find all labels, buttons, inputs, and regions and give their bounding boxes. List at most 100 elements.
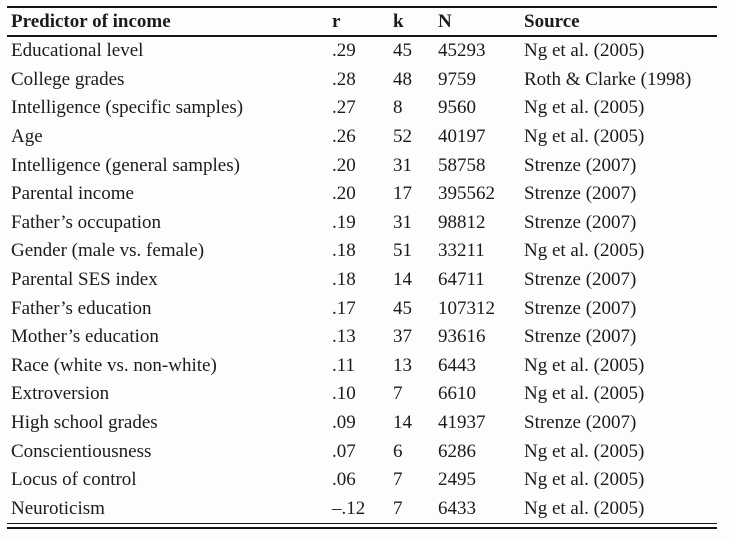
cell-k: 31	[393, 211, 412, 233]
cell-source: Ng et al. (2005)	[524, 383, 645, 405]
cell-k: 45	[393, 297, 412, 319]
table-row: Father’s occupation .19 31 98812 Strenze (20…	[7, 209, 717, 238]
cell-source: Ng et al. (2005)	[524, 440, 645, 462]
cell-source: Ng et al. (2005)	[524, 497, 645, 519]
cell-k: 14	[393, 412, 412, 434]
table-row: Educational level .29 45 45293 Ng et al. (20…	[7, 36, 717, 66]
cell-predictor: Parental SES index	[11, 269, 158, 291]
cell-n: 9560	[438, 97, 476, 119]
cell-predictor: Educational level	[11, 40, 144, 62]
cell-source: Ng et al. (2005)	[524, 40, 645, 62]
cell-r: .26	[332, 126, 356, 148]
cell-source: Strenze (2007)	[524, 297, 637, 319]
cell-source: Ng et al. (2005)	[524, 240, 645, 262]
cell-k: 45	[393, 40, 412, 62]
table-row: College grades .28 48 9759 Roth & Clarke (19…	[7, 66, 717, 95]
table-row: High school grades .09 14 41937 Strenze (200…	[7, 409, 717, 438]
col-header-n: N	[438, 6, 524, 37]
cell-r: .11	[332, 354, 356, 376]
cell-n: 64711	[438, 269, 485, 291]
table-body: Educational level .29 45 45293 Ng et al. (20…	[7, 36, 717, 523]
cell-source: Strenze (2007)	[524, 154, 637, 176]
cell-k: 7	[393, 383, 403, 405]
cell-n: 9759	[438, 68, 476, 90]
cell-source: Ng et al. (2005)	[524, 354, 645, 376]
cell-predictor: Locus of control	[11, 469, 137, 491]
table-row: Parental income .20 17 395562 Strenze (2007)	[7, 180, 717, 209]
cell-source: Ng et al. (2005)	[524, 97, 645, 119]
cell-predictor: Neuroticism	[11, 497, 105, 519]
cell-predictor: Conscientiousness	[11, 440, 152, 462]
cell-k: 48	[393, 68, 412, 90]
cell-n: 41937	[438, 412, 486, 434]
cell-k: 17	[393, 183, 412, 205]
cell-k: 6	[393, 440, 403, 462]
cell-source: Roth & Clarke (1998)	[524, 68, 692, 90]
cell-k: 7	[393, 497, 403, 519]
cell-source: Strenze (2007)	[524, 211, 637, 233]
table-row: Father’s education .17 45 107312 Strenze (20…	[7, 294, 717, 323]
cell-n: 6433	[438, 497, 476, 519]
cell-predictor: College grades	[11, 68, 125, 90]
cell-r: .10	[332, 383, 356, 405]
data-table: Predictor of income r k N Source Educati…	[7, 6, 717, 523]
cell-n: 6286	[438, 440, 476, 462]
cell-r: .13	[332, 326, 356, 348]
cell-n: 40197	[438, 126, 486, 148]
col-header-k: k	[393, 6, 438, 37]
table-row: Neuroticism –.12 7 6433 Ng et al. (2005)	[7, 495, 717, 524]
cell-r: .09	[332, 412, 356, 434]
cell-k: 7	[393, 469, 403, 491]
cell-k: 37	[393, 326, 412, 348]
cell-predictor: Father’s occupation	[11, 211, 162, 233]
cell-n: 6443	[438, 354, 476, 376]
cell-predictor: Father’s education	[11, 297, 152, 319]
cell-r: .18	[332, 269, 356, 291]
cell-predictor: Mother’s education	[11, 326, 159, 348]
cell-n: 33211	[438, 240, 485, 262]
table-row: Race (white vs. non-white) .11 13 6443 Ng et…	[7, 352, 717, 381]
cell-predictor: Age	[11, 126, 43, 148]
table-row: Intelligence (specific samples) .27 8 9560 N…	[7, 94, 717, 123]
col-header-predictor: Predictor of income	[7, 6, 332, 37]
table-row: Age .26 52 40197 Ng et al. (2005)	[7, 123, 717, 152]
cell-k: 51	[393, 240, 412, 262]
cell-r: .29	[332, 40, 356, 62]
cell-n: 395562	[438, 183, 495, 205]
cell-n: 6610	[438, 383, 476, 405]
cell-source: Strenze (2007)	[524, 412, 637, 434]
cell-n: 58758	[438, 154, 486, 176]
cell-predictor: Race (white vs. non-white)	[11, 354, 217, 376]
cell-source: Ng et al. (2005)	[524, 126, 645, 148]
col-header-r: r	[332, 6, 393, 37]
col-header-source: Source	[524, 6, 717, 37]
cell-source: Strenze (2007)	[524, 269, 637, 291]
table-row: Extroversion .10 7 6610 Ng et al. (2005)	[7, 380, 717, 409]
cell-r: .07	[332, 440, 356, 462]
cell-r: .28	[332, 68, 356, 90]
cell-n: 107312	[438, 297, 495, 319]
cell-n: 45293	[438, 40, 486, 62]
cell-r: –.12	[332, 497, 366, 519]
cell-k: 8	[393, 97, 403, 119]
table-row: Gender (male vs. female) .18 51 33211 Ng et …	[7, 237, 717, 266]
bottom-rule	[7, 523, 717, 530]
cell-source: Ng et al. (2005)	[524, 469, 645, 491]
cell-predictor: Intelligence (specific samples)	[11, 97, 244, 119]
table-row: Conscientiousness .07 6 6286 Ng et al. (2005…	[7, 437, 717, 466]
cell-predictor: Parental income	[11, 183, 134, 205]
cell-r: .18	[332, 240, 356, 262]
table-row: Parental SES index .18 14 64711 Strenze (200…	[7, 266, 717, 295]
table-row: Intelligence (general samples) .20 31 58758…	[7, 151, 717, 180]
table-row: Locus of control .06 7 2495 Ng et al. (2005)	[7, 466, 717, 495]
cell-r: .27	[332, 97, 356, 119]
cell-n: 2495	[438, 469, 476, 491]
cell-r: .20	[332, 183, 356, 205]
cell-k: 13	[393, 354, 412, 376]
cell-r: .20	[332, 154, 356, 176]
cell-predictor: Intelligence (general samples)	[11, 154, 240, 176]
cell-k: 14	[393, 269, 412, 291]
cell-n: 93616	[438, 326, 486, 348]
header-row: Predictor of income r k N Source	[7, 6, 717, 37]
